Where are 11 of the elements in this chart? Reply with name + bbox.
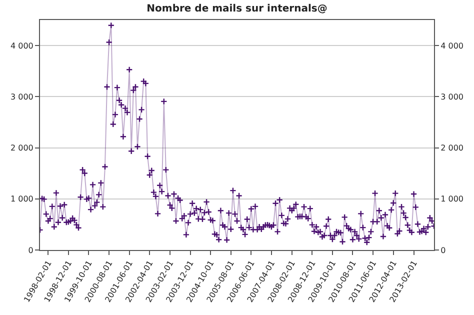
y-tick-label: 1 000	[10, 194, 34, 204]
y2-tick-label: 4 000	[440, 41, 464, 50]
y2-tick-label: 1 000	[440, 194, 464, 204]
y-tick-label: 0	[28, 246, 34, 255]
y2-tick-label: 3 000	[440, 92, 464, 102]
y-tick-label: 4 000	[10, 41, 34, 50]
y2-tick-label: 0	[440, 246, 446, 255]
y-tick-label: 2 000	[10, 144, 34, 153]
y2-tick-label: 2 000	[440, 144, 464, 153]
chart-title: Nombre de mails sur internals@	[146, 4, 328, 15]
y-tick-label: 3 000	[10, 92, 34, 102]
